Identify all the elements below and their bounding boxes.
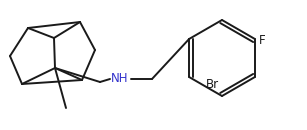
- Text: NH: NH: [111, 73, 129, 86]
- Text: Br: Br: [206, 78, 219, 91]
- Text: F: F: [259, 34, 266, 47]
